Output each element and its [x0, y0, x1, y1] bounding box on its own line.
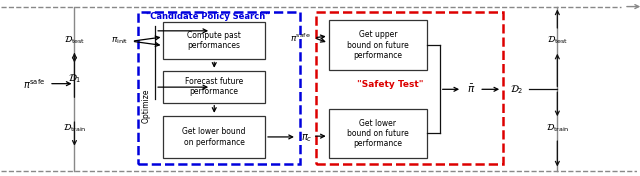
Text: Optimize: Optimize: [141, 88, 151, 122]
Text: Get lower bound
on performance: Get lower bound on performance: [182, 127, 246, 147]
Text: $\mathcal{D}_\mathrm{test}$: $\mathcal{D}_\mathrm{test}$: [547, 35, 568, 46]
Bar: [163, 116, 265, 158]
Bar: [163, 71, 265, 103]
Text: $\mathcal{D}_1$: $\mathcal{D}_1$: [68, 72, 81, 85]
Bar: [328, 20, 427, 70]
Text: $\pi_\mathrm{init}$: $\pi_\mathrm{init}$: [111, 36, 129, 46]
Bar: [138, 12, 300, 164]
Text: $\mathcal{D}_\mathrm{train}$: $\mathcal{D}_\mathrm{train}$: [63, 123, 86, 134]
Text: $\mathcal{D}_\mathrm{test}$: $\mathcal{D}_\mathrm{test}$: [64, 35, 85, 46]
Bar: [316, 12, 503, 164]
Text: Forecast future
performance: Forecast future performance: [185, 77, 243, 96]
Text: "Candidate Policy Search": "Candidate Policy Search": [147, 12, 269, 21]
Text: $\pi^\mathrm{safe}$: $\pi^\mathrm{safe}$: [290, 32, 311, 44]
Text: $\mathcal{D}_2$: $\mathcal{D}_2$: [509, 83, 523, 96]
Text: "Safety Test": "Safety Test": [357, 80, 424, 89]
Text: $\bar{\pi}$: $\bar{\pi}$: [467, 83, 476, 95]
Text: $\pi^\mathrm{safe}$: $\pi^\mathrm{safe}$: [23, 77, 45, 91]
Text: $\mathcal{D}_\mathrm{train}$: $\mathcal{D}_\mathrm{train}$: [545, 123, 569, 134]
Text: Get upper
bound on future
performance: Get upper bound on future performance: [347, 30, 409, 60]
Text: Get lower
bound on future
performance: Get lower bound on future performance: [347, 119, 409, 148]
Bar: [328, 109, 427, 158]
Text: $\pi_c$: $\pi_c$: [301, 132, 313, 144]
Bar: [163, 22, 265, 59]
Text: Compute past
performances: Compute past performances: [188, 31, 241, 51]
